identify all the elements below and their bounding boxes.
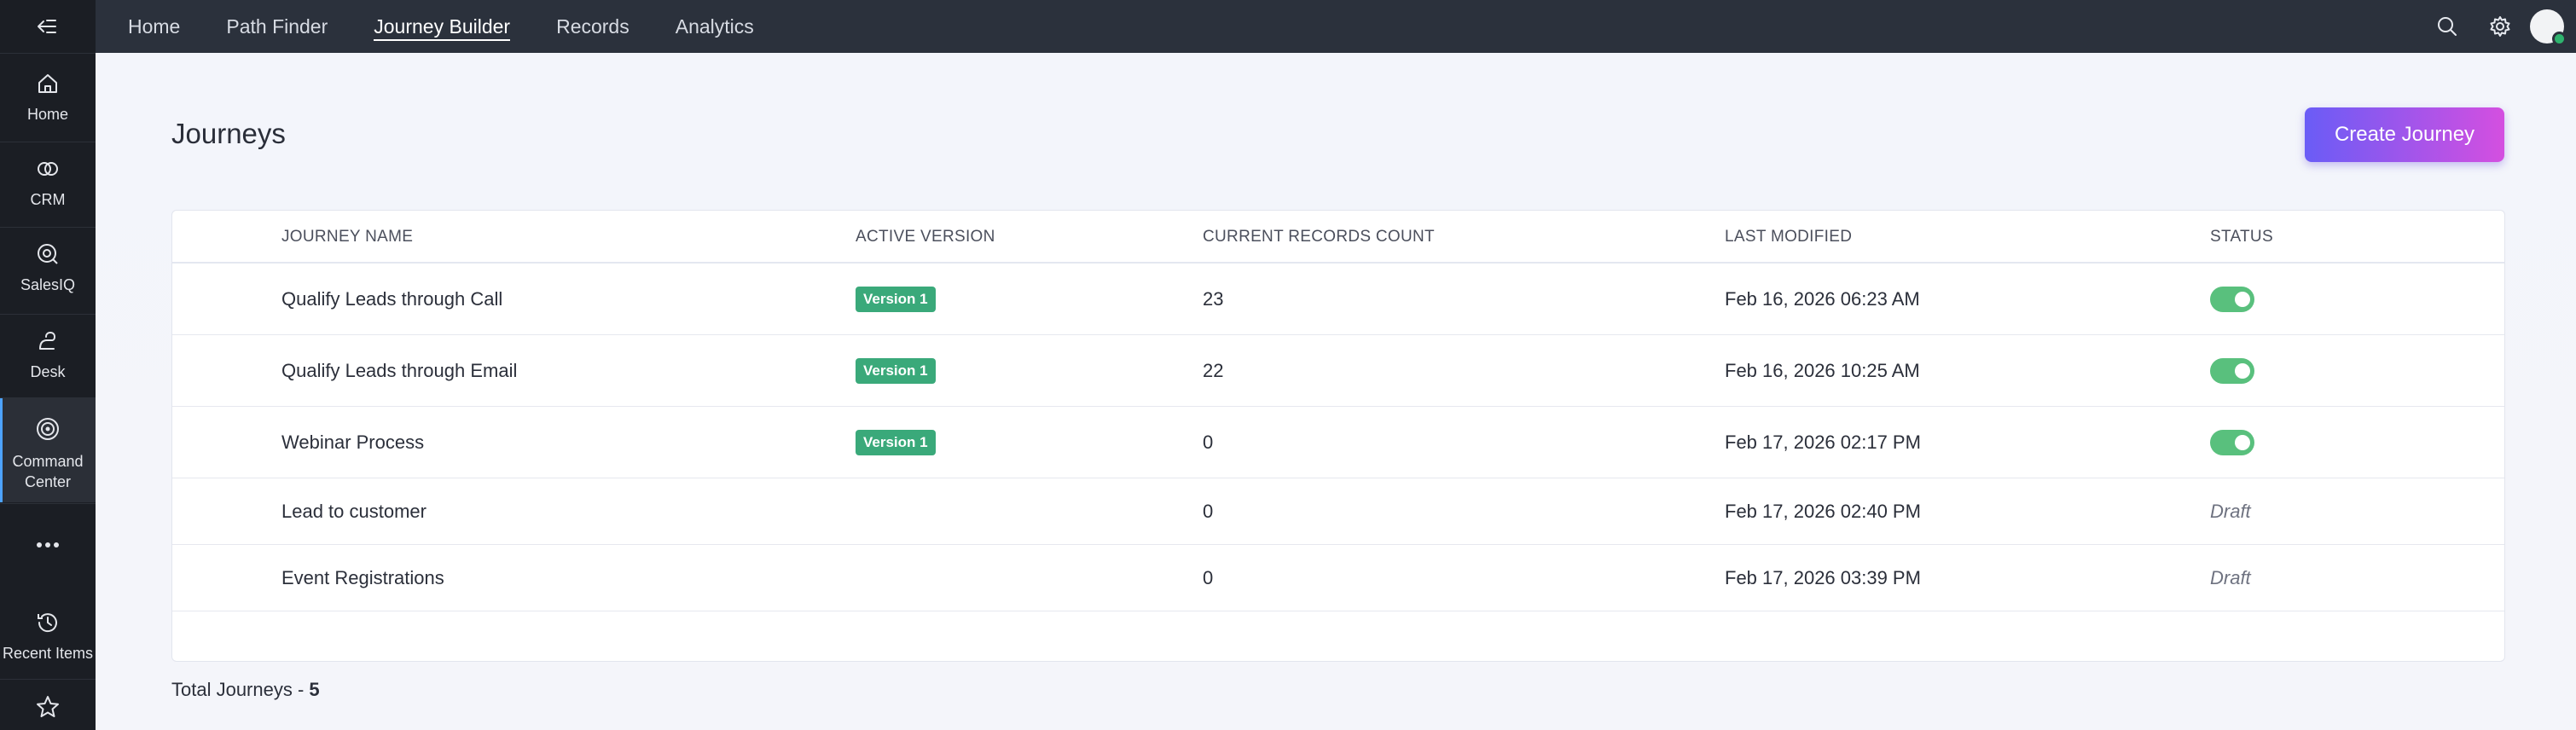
status-draft-label: Draft <box>2210 500 2251 522</box>
rail-more-button[interactable] <box>0 529 96 566</box>
create-journey-button[interactable]: Create Journey <box>2305 107 2504 162</box>
column-header-status[interactable]: STATUS <box>2210 228 2273 246</box>
table-row[interactable]: Lead to customer 0 Feb 17, 2026 02:40 PM… <box>172 478 2504 545</box>
collapse-menu-button[interactable] <box>0 0 96 53</box>
top-navigation-bar: Home Path Finder Journey Builder Records… <box>96 0 2576 53</box>
rail-item-salesiq[interactable]: SalesIQ <box>0 237 96 307</box>
search-icon <box>2438 17 2457 36</box>
rail-label: Desk <box>30 363 66 380</box>
status-toggle[interactable] <box>2210 429 2254 455</box>
status-toggle[interactable] <box>2210 357 2254 384</box>
search-button[interactable] <box>2421 0 2474 53</box>
rail-favorites-button[interactable] <box>0 692 96 727</box>
records-count: 0 <box>1203 500 1214 522</box>
total-journeys-count: 5 <box>309 679 320 700</box>
back-arrow-icon <box>38 20 56 33</box>
toggle-knob <box>2235 291 2250 307</box>
journey-name[interactable]: Qualify Leads through Email <box>281 359 518 381</box>
settings-button[interactable] <box>2474 0 2527 53</box>
rail-label: SalesIQ <box>20 276 76 293</box>
top-nav: Home Path Finder Journey Builder Records… <box>96 0 800 53</box>
rail-label: Recent Items <box>2 645 94 662</box>
status-toggle[interactable] <box>2210 286 2254 312</box>
column-header-last-modified[interactable]: LAST MODIFIED <box>1725 228 1853 246</box>
version-badge: Version 1 <box>856 429 936 455</box>
command-center-icon <box>31 412 65 446</box>
last-modified: Feb 16, 2026 10:25 AM <box>1725 359 1920 381</box>
rail-item-home[interactable]: Home <box>0 67 96 135</box>
crm-icon <box>31 152 65 186</box>
page-title: Journeys <box>171 118 286 149</box>
rail-label: Command Center <box>12 453 84 490</box>
table-row[interactable]: Qualify Leads through Email Version 1 22… <box>172 335 2504 407</box>
rail-label: Home <box>26 106 68 123</box>
table-header: JOURNEY NAME ACTIVE VERSION CURRENT RECO… <box>172 211 2504 264</box>
last-modified: Feb 17, 2026 02:17 PM <box>1725 431 1921 453</box>
total-journeys-label: Total Journeys - <box>171 679 310 700</box>
toggle-knob <box>2235 362 2250 379</box>
version-badge: Version 1 <box>856 286 936 312</box>
records-count: 23 <box>1203 287 1224 310</box>
records-count: 22 <box>1203 359 1224 381</box>
table-row[interactable]: Qualify Leads through Call Version 1 23 … <box>172 264 2504 335</box>
version-badge: Version 1 <box>856 357 936 384</box>
nav-tab-journey-builder[interactable]: Journey Builder <box>374 0 510 53</box>
rail-item-command-center[interactable]: Command Center <box>0 398 96 502</box>
more-icon <box>31 529 65 561</box>
avatar[interactable] <box>2530 9 2567 46</box>
history-icon <box>31 605 65 640</box>
desk-icon <box>31 324 65 358</box>
last-modified: Feb 16, 2026 06:23 AM <box>1725 287 1920 310</box>
journeys-table: JOURNEY NAME ACTIVE VERSION CURRENT RECO… <box>171 210 2505 662</box>
top-right-actions <box>2421 0 2576 53</box>
table-row[interactable]: Webinar Process Version 1 0 Feb 17, 2026… <box>172 407 2504 478</box>
table-row[interactable]: Event Registrations 0 Feb 17, 2026 03:39… <box>172 545 2504 611</box>
main-content: Journeys Create Journey JOURNEY NAME ACT… <box>96 53 2576 730</box>
last-modified: Feb 17, 2026 03:39 PM <box>1725 566 1921 588</box>
online-status-dot <box>2552 32 2567 46</box>
home-icon <box>31 67 65 101</box>
star-icon <box>31 692 65 721</box>
column-header-active-version[interactable]: ACTIVE VERSION <box>856 228 995 246</box>
toggle-knob <box>2235 434 2250 450</box>
records-count: 0 <box>1203 431 1214 453</box>
journey-name[interactable]: Qualify Leads through Call <box>281 287 503 310</box>
last-modified: Feb 17, 2026 02:40 PM <box>1725 500 1921 522</box>
journey-name[interactable]: Event Registrations <box>281 566 444 588</box>
rail-item-desk[interactable]: Desk <box>0 324 96 394</box>
status-draft-label: Draft <box>2210 566 2251 588</box>
column-header-journey-name[interactable]: JOURNEY NAME <box>281 228 414 246</box>
nav-tab-records[interactable]: Records <box>556 14 629 38</box>
rail-label: CRM <box>30 191 66 208</box>
nav-tab-home[interactable]: Home <box>128 14 181 38</box>
rail-item-crm[interactable]: CRM <box>0 152 96 220</box>
journey-name[interactable]: Lead to customer <box>281 500 426 522</box>
records-count: 0 <box>1203 566 1214 588</box>
salesiq-icon <box>31 237 65 271</box>
column-header-records-count[interactable]: CURRENT RECORDS COUNT <box>1203 228 1435 246</box>
gear-icon <box>2490 16 2510 37</box>
rail-item-recent-items[interactable]: Recent Items <box>0 605 96 674</box>
left-rail: Home CRM SalesIQ Desk Command Center <box>0 0 96 730</box>
nav-tab-path-finder[interactable]: Path Finder <box>226 14 328 38</box>
total-journeys: Total Journeys - 5 <box>171 679 320 701</box>
nav-tab-analytics[interactable]: Analytics <box>675 14 754 38</box>
journey-name[interactable]: Webinar Process <box>281 431 425 453</box>
